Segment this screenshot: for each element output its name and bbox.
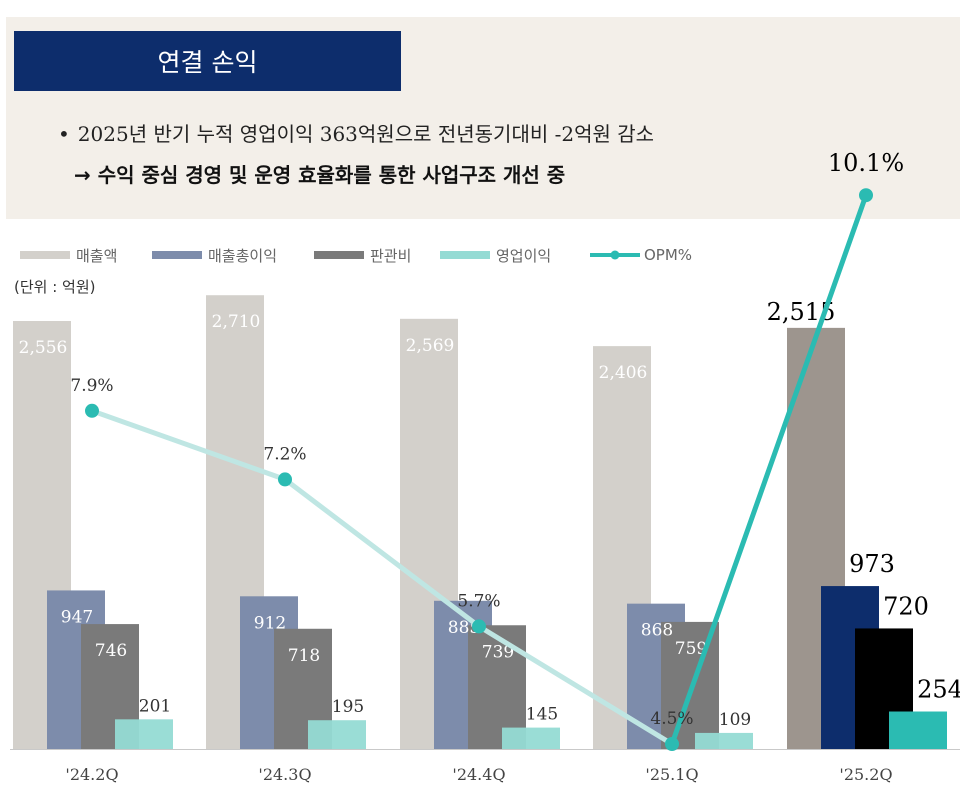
page-title: 연결 손익 [14, 31, 401, 91]
bar-label-gross-profit-4: 973 [849, 550, 895, 578]
legend-swatch-gross-profit [152, 251, 202, 259]
opm-point-3 [665, 737, 679, 751]
bar-label-sga-3: 759 [675, 639, 707, 659]
bar-operating-profit-3 [695, 732, 753, 749]
legend-item-sga: 판관비 [314, 243, 411, 267]
opm-line-segment-1 [282, 476, 482, 629]
x-tick-label-3: '25.1Q [645, 765, 698, 784]
bar-label-revenue-1: 2,710 [212, 312, 261, 332]
bar-operating-profit-1 [308, 720, 366, 749]
bar-label-sga-0: 746 [95, 641, 127, 661]
bar-label-revenue-0: 2,556 [19, 338, 68, 358]
summary-text: 2025년 반기 누적 영업이익 363억원으로 전년동기대비 -2억원 감소 [77, 122, 655, 146]
legend-item-revenue: 매출액 [20, 243, 117, 267]
bar-label-operating-profit-4: 254 [917, 676, 960, 704]
legend-item-operating-profit: 영업이익 [440, 243, 551, 267]
x-tick-label-1: '24.3Q [258, 765, 311, 784]
opm-point-2 [472, 619, 486, 634]
bar-label-gross-profit-3: 868 [641, 621, 673, 641]
opm-label-3: 4.5% [650, 709, 693, 729]
bar-label-gross-profit-0: 947 [61, 607, 93, 627]
legend-label-opm: OPM% [644, 246, 693, 264]
legend-swatch-sga [314, 251, 364, 259]
opm-label-2: 5.7% [457, 591, 500, 611]
legend-item-gross-profit: 매출총이익 [152, 243, 277, 267]
bar-label-sga-1: 718 [288, 646, 320, 666]
opm-point-0 [85, 403, 99, 418]
bullet-dot-icon: • [58, 122, 70, 146]
bar-operating-profit-2 [502, 727, 560, 749]
opm-label-0: 7.9% [70, 376, 113, 396]
bar-label-revenue-2: 2,569 [406, 336, 455, 356]
legend-label-gross-profit: 매출총이익 [208, 246, 278, 265]
x-tick-label-4: '25.2Q [839, 765, 892, 784]
bar-label-revenue-3: 2,406 [599, 363, 648, 383]
bar-operating-profit-0 [115, 719, 173, 749]
legend-item-opm: OPM% [590, 243, 692, 267]
bar-label-gross-profit-1: 912 [254, 613, 286, 633]
bar-label-operating-profit-3: 109 [719, 710, 751, 730]
summary-bullet: • 2025년 반기 누적 영업이익 363억원으로 전년동기대비 -2억원 감소 [58, 118, 654, 147]
opm-line-segment-3 [669, 192, 869, 747]
legend-label-revenue: 매출액 [76, 246, 118, 265]
legend-label-operating-profit: 영업이익 [496, 246, 552, 265]
bar-label-sga-4: 720 [883, 592, 929, 620]
legend-swatch-operating-profit [440, 251, 490, 259]
legend-label-sga: 판관비 [370, 246, 412, 265]
bar-label-operating-profit-1: 195 [332, 697, 364, 717]
opm-line-segment-2 [476, 623, 675, 747]
bar-label-operating-profit-0: 201 [139, 696, 171, 716]
unit-label: (단위 : 억원) [14, 278, 96, 296]
opm-label-1: 7.2% [263, 444, 306, 464]
bar-operating-profit-4 [889, 711, 947, 749]
x-tick-label-0: '24.2Q [65, 765, 118, 784]
opm-point-4 [859, 188, 873, 203]
legend-swatch-revenue [20, 251, 70, 259]
bar-label-sga-2: 739 [482, 642, 514, 662]
x-tick-label-2: '24.4Q [452, 765, 505, 784]
bar-label-operating-profit-2: 145 [526, 705, 558, 725]
opm-line-segment-0 [89, 408, 288, 482]
summary-subtext: → 수익 중심 경영 및 운영 효율화를 통한 사업구조 개선 중 [74, 163, 566, 187]
opm-point-1 [278, 472, 292, 487]
legend-swatch-opm [590, 250, 640, 260]
opm-label-4: 10.1% [828, 149, 904, 177]
